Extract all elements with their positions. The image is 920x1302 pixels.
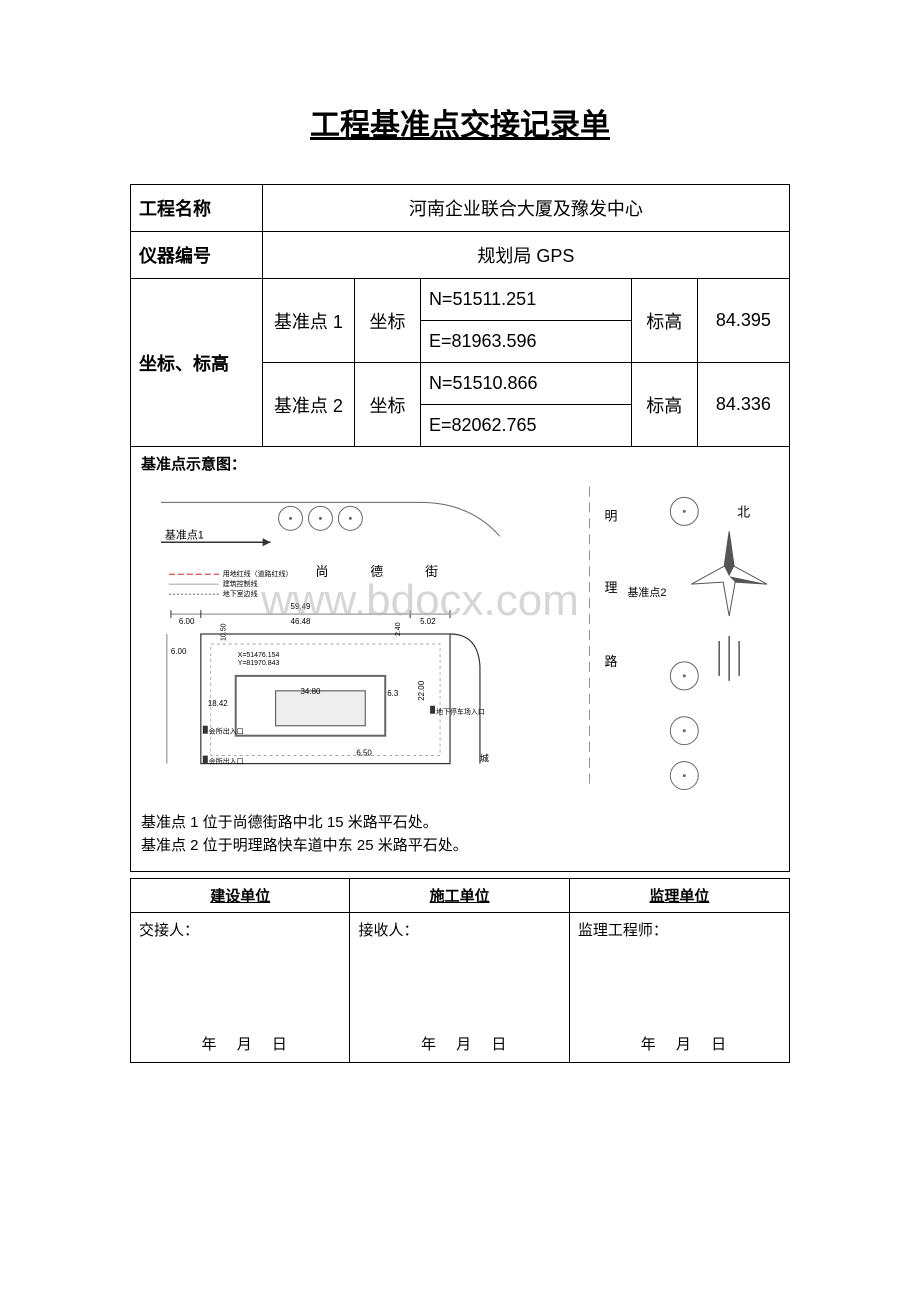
sig-col3-body: 监理工程师： 年 月 日 (569, 913, 789, 1063)
svg-text:用地红线（道路红线）: 用地红线（道路红线） (223, 569, 293, 578)
sig-col3-role: 监理工程师： (578, 919, 668, 940)
sig-col1-header: 建设单位 (131, 879, 350, 913)
svg-text:6.50: 6.50 (356, 749, 372, 758)
point1-label: 基准点 1 (262, 279, 354, 363)
diagram-cell: 基准点示意图： www.bdocx.com 基准点1 尚 德 (131, 447, 790, 872)
p2-elev: 84.336 (697, 363, 789, 447)
svg-text:理: 理 (605, 580, 618, 595)
p2-e: E=82062.765 (420, 405, 631, 447)
sig-col1-date: 年 月 日 (139, 1033, 357, 1054)
instrument-value: 规划局 GPS (262, 232, 789, 279)
svg-text:34.80: 34.80 (301, 687, 322, 696)
svg-text:22.00: 22.00 (417, 680, 426, 701)
instrument-label: 仪器编号 (131, 232, 263, 279)
point2-label: 基准点 2 (262, 363, 354, 447)
svg-text:城: 城 (480, 754, 489, 764)
svg-text:地下室边线: 地下室边线 (223, 589, 258, 598)
p1-coord-label: 坐标 (355, 279, 421, 363)
svg-text:59.49: 59.49 (291, 602, 312, 611)
p2-coord-label: 坐标 (355, 363, 421, 447)
coord-elev-label: 坐标、标高 (131, 279, 263, 447)
diagram-header: 基准点示意图： (141, 453, 779, 474)
main-table: 工程名称 河南企业联合大厦及豫发中心 仪器编号 规划局 GPS 坐标、标高 基准… (130, 184, 790, 872)
svg-text:46.48: 46.48 (291, 617, 312, 626)
sig-col1-role: 交接人： (139, 919, 199, 940)
p1-e: E=81963.596 (420, 321, 631, 363)
sig-col1-body: 交接人： 年 月 日 (131, 913, 350, 1063)
p1-elev: 84.395 (697, 279, 789, 363)
svg-text:基准点1: 基准点1 (165, 528, 204, 541)
sig-col2-body: 接收人： 年 月 日 (350, 913, 569, 1063)
svg-text:2.40: 2.40 (395, 622, 402, 636)
project-value: 河南企业联合大厦及豫发中心 (262, 185, 789, 232)
svg-text:X=51476.154: X=51476.154 (238, 652, 280, 659)
signoff-table: 建设单位 施工单位 监理单位 交接人： 年 月 日 接收人： 年 月 日 监理工… (130, 878, 790, 1063)
svg-text:6.3: 6.3 (387, 689, 399, 698)
sig-col2-role: 接收人： (358, 919, 418, 940)
site-diagram-svg: 基准点1 尚 德 街 用地红线（道路红线） 建筑控制线 地下室边线 (141, 476, 779, 796)
sig-col2-header: 施工单位 (350, 879, 569, 913)
svg-text:会所出入口: 会所出入口 (209, 757, 244, 766)
svg-text:北: 北 (737, 504, 750, 519)
svg-text:6.00: 6.00 (171, 647, 187, 656)
svg-text:明: 明 (605, 508, 618, 523)
p1-elev-label: 标高 (631, 279, 697, 363)
svg-text:尚: 尚 (315, 564, 328, 579)
p2-n: N=51510.866 (420, 363, 631, 405)
svg-text:10.50: 10.50 (221, 623, 228, 641)
svg-text:18.42: 18.42 (208, 699, 229, 708)
svg-text:会所出入口: 会所出入口 (209, 727, 244, 736)
svg-text:Y=81970.843: Y=81970.843 (238, 660, 280, 667)
page-title: 工程基准点交接记录单 (130, 100, 790, 144)
p1-n: N=51511.251 (420, 279, 631, 321)
svg-text:6.00: 6.00 (179, 617, 195, 626)
svg-text:5.02: 5.02 (420, 617, 436, 626)
diagram-note1: 基准点 1 位于尚德街路中北 15 米路平石处。 (141, 812, 779, 835)
sig-col3-date: 年 月 日 (578, 1033, 797, 1054)
svg-text:路: 路 (605, 654, 618, 669)
p2-elev-label: 标高 (631, 363, 697, 447)
svg-text:建筑控制线: 建筑控制线 (223, 579, 258, 588)
project-label: 工程名称 (131, 185, 263, 232)
svg-text:德: 德 (370, 564, 383, 579)
diagram-wrap: www.bdocx.com 基准点1 尚 德 街 (141, 476, 779, 796)
diagram-note2: 基准点 2 位于明理路快车道中东 25 米路平石处。 (141, 835, 779, 858)
svg-text:街: 街 (425, 564, 438, 579)
svg-text:地下停车场入口: 地下停车场入口 (436, 707, 485, 716)
sig-col3-header: 监理单位 (569, 879, 789, 913)
svg-text:基准点2: 基准点2 (627, 586, 666, 599)
sig-col2-date: 年 月 日 (358, 1033, 576, 1054)
